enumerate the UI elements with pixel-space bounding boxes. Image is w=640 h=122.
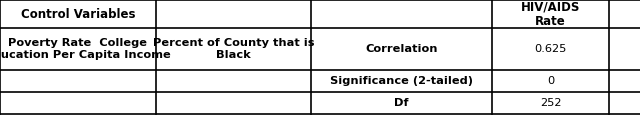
Text: Significance (2-tailed): Significance (2-tailed) bbox=[330, 76, 473, 86]
Text: Df: Df bbox=[394, 98, 409, 108]
Text: Percent of County that is
Black: Percent of County that is Black bbox=[152, 38, 314, 60]
Text: 0.625: 0.625 bbox=[534, 44, 567, 54]
Text: Poverty Rate  College
Education Per Capita Income: Poverty Rate College Education Per Capit… bbox=[0, 38, 171, 60]
Text: Control Variables: Control Variables bbox=[20, 7, 135, 20]
Text: Correlation: Correlation bbox=[365, 44, 438, 54]
Text: HIV/AIDS
Rate: HIV/AIDS Rate bbox=[521, 0, 580, 28]
Text: 0: 0 bbox=[547, 76, 554, 86]
Text: 252: 252 bbox=[540, 98, 561, 108]
